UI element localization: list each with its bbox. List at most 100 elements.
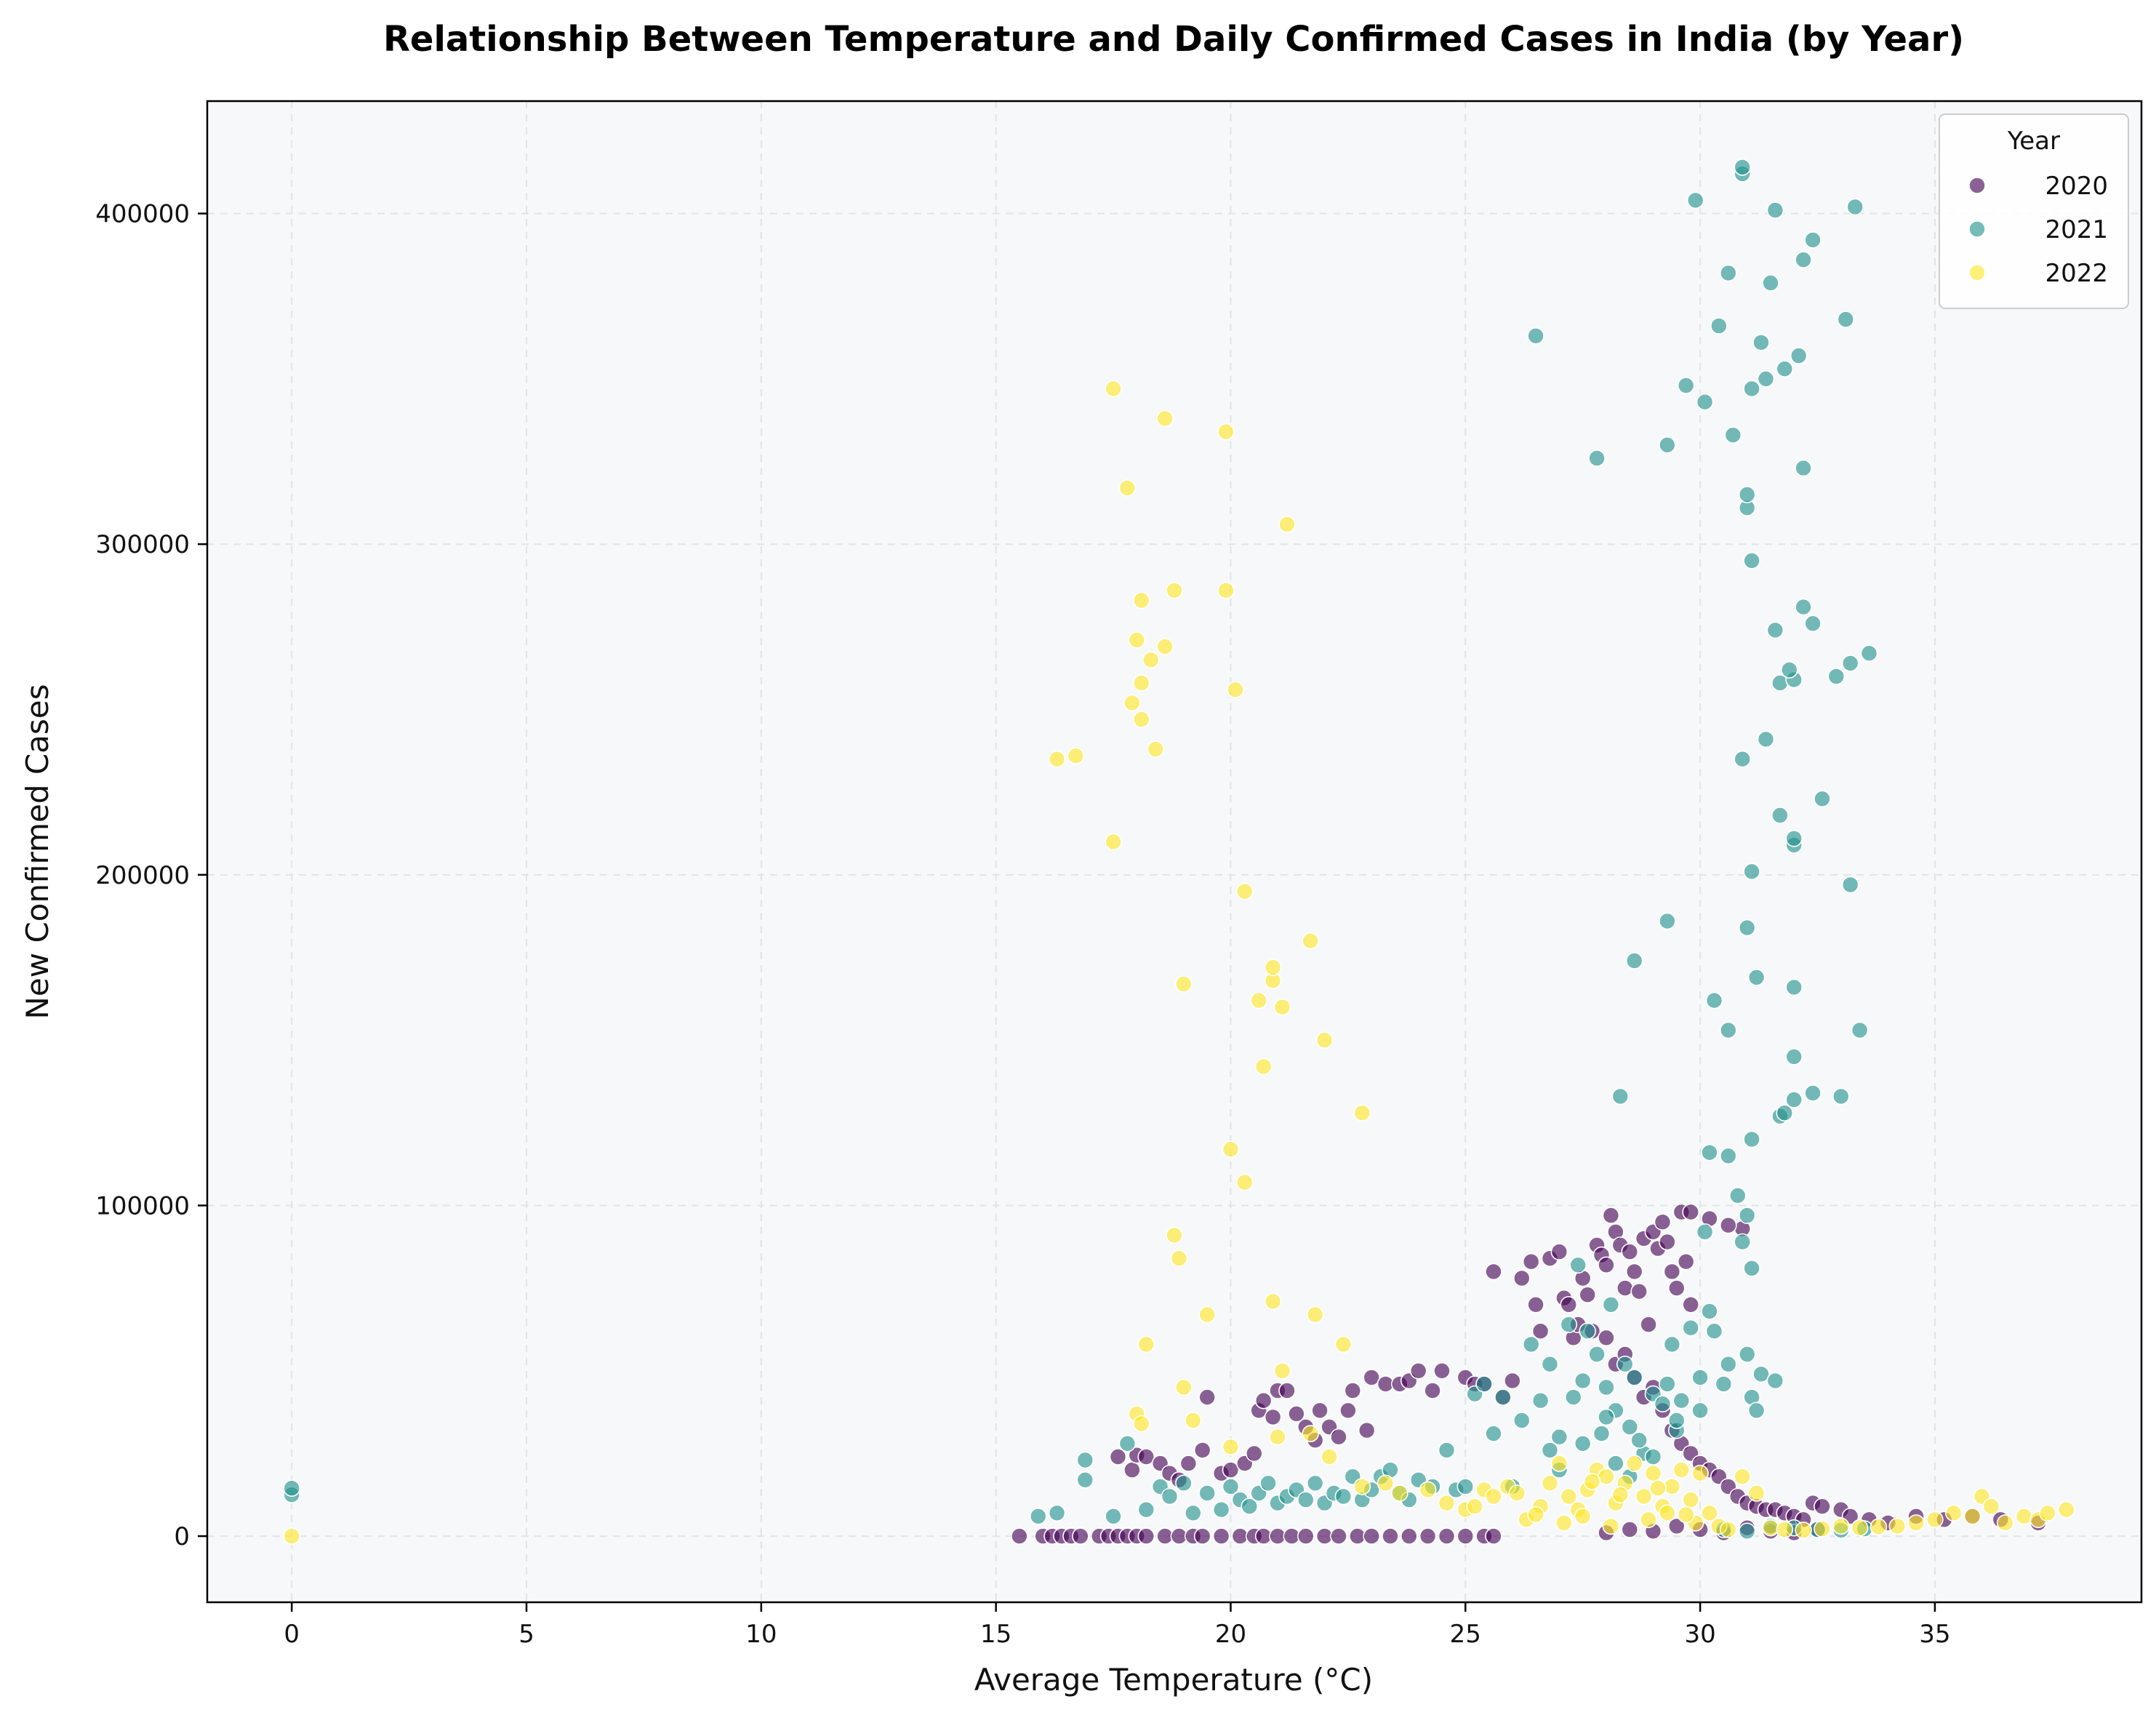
legend-items: 2020 2021 2022 [1968,172,2108,288]
data-point-2022 [1147,740,1164,758]
data-point-2022 [1574,1508,1592,1525]
data-point-2021 [1766,1372,1784,1390]
data-point-2022 [2015,1508,2033,1525]
data-point-2022 [1611,1486,1630,1503]
x-tick-label: 30 [1684,1620,1715,1649]
data-point-2022 [1269,1428,1286,1446]
data-point-2021 [1743,380,1760,398]
data-point-2021 [1598,1378,1615,1396]
data-point-2021 [1734,159,1751,176]
data-point-2021 [1659,1375,1676,1393]
data-point-2022 [1334,1335,1352,1354]
data-point-2020 [1288,1405,1305,1423]
data-point-2022 [2039,1504,2056,1522]
data-point-2022 [1419,1481,1437,1499]
data-point-2022 [1170,1250,1188,1267]
data-point-2021 [1691,1402,1709,1420]
data-point-2020 [1212,1527,1230,1545]
data-point-2022 [1944,1504,1963,1522]
data-point-2022 [1315,1031,1334,1049]
data-point-2022 [1302,932,1319,950]
data-point-2022 [1236,882,1254,900]
data-point-2022 [1217,581,1235,599]
data-point-2021 [1475,1375,1493,1393]
data-point-2021 [1738,1207,1756,1224]
data-point-2022 [1438,1494,1456,1512]
data-point-2022 [1762,1519,1779,1537]
data-point-2020 [1264,1408,1282,1426]
data-point-2021 [1720,1355,1737,1373]
data-point-2021 [1513,1412,1531,1429]
y-tick-label: 300000 [95,530,190,559]
data-point-2021 [1724,426,1742,444]
data-point-2022 [1133,1415,1150,1433]
data-point-2022 [1133,674,1150,692]
data-point-2020 [1814,1498,1831,1515]
y-axis-label: New Confirmed Cases [20,684,55,1019]
data-point-2021 [1672,1391,1691,1410]
data-point-2022 [1677,1506,1695,1524]
x-tick-label: 20 [1215,1620,1246,1649]
data-point-2021 [1663,1335,1681,1354]
data-point-2020 [1598,1256,1615,1274]
data-point-2020 [1640,1316,1657,1333]
data-point-2021 [1752,334,1770,351]
data-point-2020 [1109,1448,1127,1466]
data-point-2021 [1588,1346,1606,1363]
data-point-2020 [1621,1243,1639,1260]
data-point-2021 [1752,1365,1770,1383]
data-point-2020 [1339,1402,1357,1420]
data-point-2022 [1278,516,1296,533]
data-point-2022 [1166,1226,1183,1244]
legend: Year 2020 2021 2022 [1939,113,2129,309]
data-points [283,159,2075,1545]
data-point-2022 [1963,1508,1981,1525]
data-point-2021 [1841,876,1859,894]
data-point-2021 [1781,661,1798,679]
data-point-2021 [1720,1147,1737,1165]
data-point-2020 [1621,1521,1639,1538]
data-point-2021 [1076,1451,1094,1469]
data-point-2020 [1598,1329,1615,1347]
data-point-2021 [1456,1478,1475,1495]
data-point-2021 [1574,1372,1592,1390]
data-point-2021 [1785,978,1803,996]
data-point-2021 [1161,1487,1179,1506]
data-point-2022 [1560,1487,1578,1506]
data-point-2022 [1982,1498,2000,1515]
data-point-2022 [1870,1518,1888,1536]
data-point-2022 [1198,1306,1216,1324]
data-point-2020 [1222,1461,1240,1479]
data-point-2022 [1997,1514,2014,1532]
data-point-2021 [1701,1303,1718,1320]
data-point-2020 [1330,1527,1347,1545]
data-point-2021 [1771,807,1789,824]
data-point-2021 [1222,1478,1240,1495]
data-point-2022 [1133,711,1150,728]
data-point-2022 [2057,1500,2075,1519]
data-point-2021 [1720,264,1737,282]
data-point-2020 [1630,1282,1648,1300]
data-point-2020 [1382,1527,1399,1545]
x-tick-label: 25 [1450,1620,1481,1649]
data-point-2020 [1663,1263,1681,1281]
data-point-2020 [1668,1279,1686,1297]
data-point-2021 [1738,1346,1756,1363]
data-point-2021 [1715,1375,1733,1393]
data-point-2020 [1438,1527,1456,1545]
data-point-2020 [1193,1527,1211,1545]
y-tick-label: 0 [174,1522,190,1551]
data-point-2021 [1602,1296,1620,1314]
data-point-2021 [1743,1130,1760,1148]
data-point-2020 [1527,1296,1544,1314]
data-point-2021 [1259,1474,1277,1492]
data-point-2021 [1738,1522,1756,1540]
y-tick-label: 200000 [95,861,190,890]
data-point-2022 [1734,1468,1751,1485]
data-point-2020 [1513,1269,1531,1287]
data-point-2022 [1640,1511,1657,1529]
data-point-2022 [1321,1448,1338,1466]
data-point-2022 [1353,1478,1371,1495]
data-point-2021 [1297,1491,1315,1508]
data-point-2021 [1762,274,1779,292]
